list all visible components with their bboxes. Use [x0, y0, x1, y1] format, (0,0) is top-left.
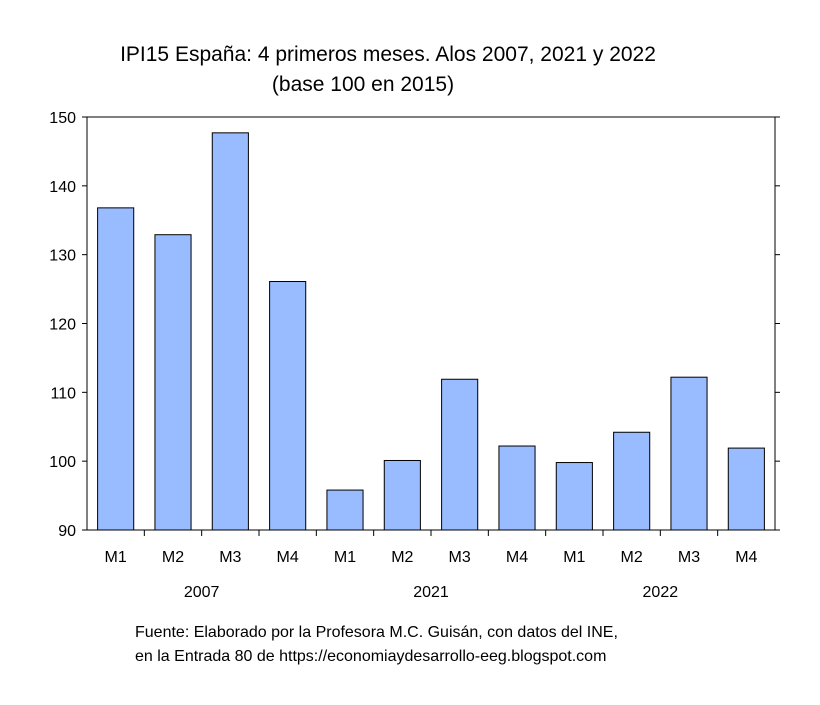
x-tick-label: M4: [506, 549, 528, 566]
y-tick-label: 100: [49, 454, 76, 471]
x-tick-label: M4: [735, 549, 757, 566]
x-tick-label: M1: [334, 549, 356, 566]
x-tick-label: M4: [277, 549, 299, 566]
source-line-1: Fuente: Elaborado por la Profesora M.C. …: [135, 624, 618, 641]
x-tick-label: M2: [621, 549, 643, 566]
x-tick-label: M2: [391, 549, 413, 566]
x-tick-label: M1: [563, 549, 585, 566]
bar: [555, 462, 593, 531]
bar: [727, 447, 765, 531]
bar: [498, 445, 536, 531]
bar: [670, 376, 708, 531]
x-tick-label: M3: [449, 549, 471, 566]
group-label: 2007: [184, 584, 220, 601]
y-tick-label: 110: [50, 385, 76, 402]
x-tick-label: M3: [678, 549, 700, 566]
bar: [211, 132, 249, 531]
y-axis: 90 100 110 120 130 140 150: [49, 110, 780, 540]
bar: [613, 431, 651, 531]
x-axis: M1 M2 M3 M4 M1 M2 M3 M4 M1 M2 M3 M4: [105, 530, 758, 566]
bar: [441, 378, 479, 531]
source-line-2: en la Entrada 80 de https://economiaydes…: [135, 648, 606, 665]
group-label: 2021: [413, 584, 449, 601]
group-label: 2022: [643, 584, 679, 601]
x-tick-label: M1: [105, 549, 127, 566]
chart-title: IPI15 España: 4 primeros meses. Alos 200…: [120, 43, 656, 66]
y-tick-label: 150: [49, 110, 76, 127]
x-tick-label: M3: [219, 549, 241, 566]
bar: [326, 489, 364, 531]
bar: [269, 281, 307, 531]
x-axis-groups: 2007 2021 2022: [184, 584, 678, 601]
chart-subtitle: (base 100 en 2015): [272, 73, 454, 96]
bars: [97, 132, 765, 531]
bar: [154, 234, 192, 531]
bar: [383, 459, 421, 531]
y-tick-label: 130: [49, 248, 76, 265]
y-tick-label: 90: [58, 523, 76, 540]
bar: [97, 207, 135, 531]
x-tick-label: M2: [162, 549, 184, 566]
y-tick-label: 140: [49, 179, 76, 196]
y-tick-label: 120: [49, 317, 76, 334]
